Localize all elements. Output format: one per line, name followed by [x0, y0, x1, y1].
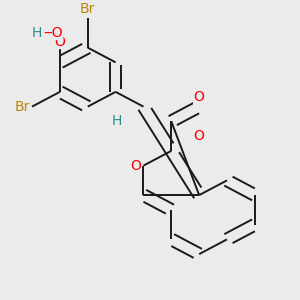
- Text: H: H: [32, 26, 42, 40]
- Text: ‒O: ‒O: [44, 26, 63, 40]
- Text: H: H: [112, 114, 122, 128]
- Text: Br: Br: [15, 100, 30, 114]
- Text: O: O: [194, 90, 205, 104]
- Text: O: O: [130, 159, 141, 172]
- Text: O: O: [54, 34, 65, 49]
- Text: O: O: [194, 129, 205, 143]
- Text: Br: Br: [80, 2, 95, 16]
